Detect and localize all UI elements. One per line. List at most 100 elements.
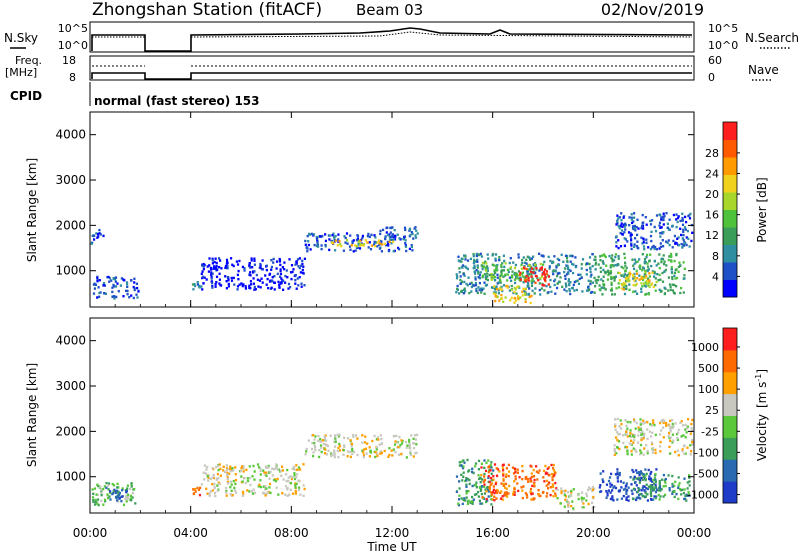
power-cell xyxy=(642,267,645,270)
power-cell xyxy=(642,221,645,224)
power-cell xyxy=(106,275,109,279)
velocity-ytick-label: 1000 xyxy=(55,470,86,484)
velocity-cell xyxy=(487,465,491,468)
power-cell xyxy=(656,272,659,276)
velocity-cell xyxy=(479,502,482,505)
velocity-cell xyxy=(612,486,615,489)
power-cell xyxy=(654,245,657,249)
velocity-cell xyxy=(616,498,619,501)
power-cell xyxy=(313,243,316,247)
velocity-colorbar-swatch xyxy=(723,328,737,351)
velocity-cell xyxy=(630,489,633,492)
power-cell xyxy=(681,212,684,215)
velocity-cell xyxy=(225,489,228,493)
power-cell xyxy=(572,283,575,287)
power-cell xyxy=(278,257,281,261)
velocity-cell xyxy=(226,480,230,484)
power-cell xyxy=(671,224,674,227)
power-cell xyxy=(519,278,522,281)
power-cell xyxy=(359,239,362,242)
power-cell xyxy=(270,265,273,269)
velocity-cell xyxy=(673,490,676,493)
power-cell xyxy=(332,242,335,245)
power-cell xyxy=(200,272,203,275)
velocity-cell xyxy=(343,436,346,440)
power-cell xyxy=(617,282,620,285)
velocity-cell xyxy=(647,468,650,472)
power-cell xyxy=(643,260,646,263)
velocity-cell xyxy=(609,482,612,485)
velocity-cell xyxy=(113,488,116,492)
power-cell xyxy=(670,268,673,271)
velocity-cell xyxy=(464,479,467,483)
velocity-cell xyxy=(118,491,121,495)
velocity-cell xyxy=(342,449,345,452)
power-cell xyxy=(610,281,613,284)
power-cell xyxy=(472,284,475,287)
velocity-cell xyxy=(376,436,380,439)
power-cell xyxy=(619,245,623,248)
power-cell xyxy=(670,255,673,259)
power-cell xyxy=(209,266,212,270)
velocity-cell xyxy=(502,482,505,486)
power-cell xyxy=(642,245,646,248)
power-cell xyxy=(383,242,386,246)
nsearch-tick-high: 10^5 xyxy=(708,22,738,35)
power-cell xyxy=(514,273,517,277)
power-cell xyxy=(663,215,666,218)
power-cell xyxy=(532,267,535,271)
power-cell xyxy=(578,277,581,281)
velocity-cell xyxy=(581,506,584,509)
power-cell xyxy=(624,223,627,227)
power-cell xyxy=(626,240,629,243)
power-cell xyxy=(259,286,262,289)
power-cell xyxy=(361,237,364,240)
velocity-cell xyxy=(323,452,327,455)
velocity-cell xyxy=(241,490,245,494)
velocity-cell xyxy=(234,482,237,486)
power-cell xyxy=(676,237,679,240)
velocity-cell xyxy=(289,482,293,485)
velocity-cell xyxy=(488,486,491,489)
velocity-cell xyxy=(495,497,498,500)
velocity-cell xyxy=(130,497,133,500)
power-cell xyxy=(497,289,500,292)
power-cell xyxy=(484,269,488,272)
power-cell xyxy=(485,277,488,281)
power-cell xyxy=(525,258,528,261)
power-cell xyxy=(645,238,648,241)
power-cell xyxy=(460,280,463,283)
velocity-cell xyxy=(639,423,642,426)
power-cell xyxy=(250,283,253,286)
velocity-cell xyxy=(468,482,471,486)
power-cell xyxy=(599,270,602,273)
power-cell xyxy=(250,259,253,262)
power-cell xyxy=(511,270,514,273)
velocity-cell xyxy=(690,422,693,426)
power-cell xyxy=(236,285,240,288)
velocity-cell xyxy=(291,476,294,479)
velocity-cell xyxy=(632,487,635,491)
power-cell xyxy=(603,254,606,257)
power-cell xyxy=(591,264,594,268)
velocity-cell xyxy=(205,487,208,490)
power-cell xyxy=(517,297,520,300)
velocity-cell xyxy=(542,490,545,494)
velocity-cell xyxy=(537,488,540,492)
velocity-cell xyxy=(562,489,565,493)
power-cell xyxy=(348,245,352,248)
velocity-cell xyxy=(650,470,653,474)
power-cell xyxy=(633,216,636,219)
power-cell xyxy=(494,279,497,282)
velocity-cell xyxy=(543,480,546,483)
power-cell xyxy=(677,244,681,247)
power-cell xyxy=(589,267,592,271)
velocity-cell xyxy=(203,478,206,481)
power-cell xyxy=(547,275,551,278)
power-cell xyxy=(613,259,616,262)
power-cell xyxy=(494,259,497,262)
power-cell xyxy=(528,287,531,290)
power-cell xyxy=(111,286,114,289)
power-cell xyxy=(135,293,138,296)
velocity-cluster xyxy=(200,463,306,498)
